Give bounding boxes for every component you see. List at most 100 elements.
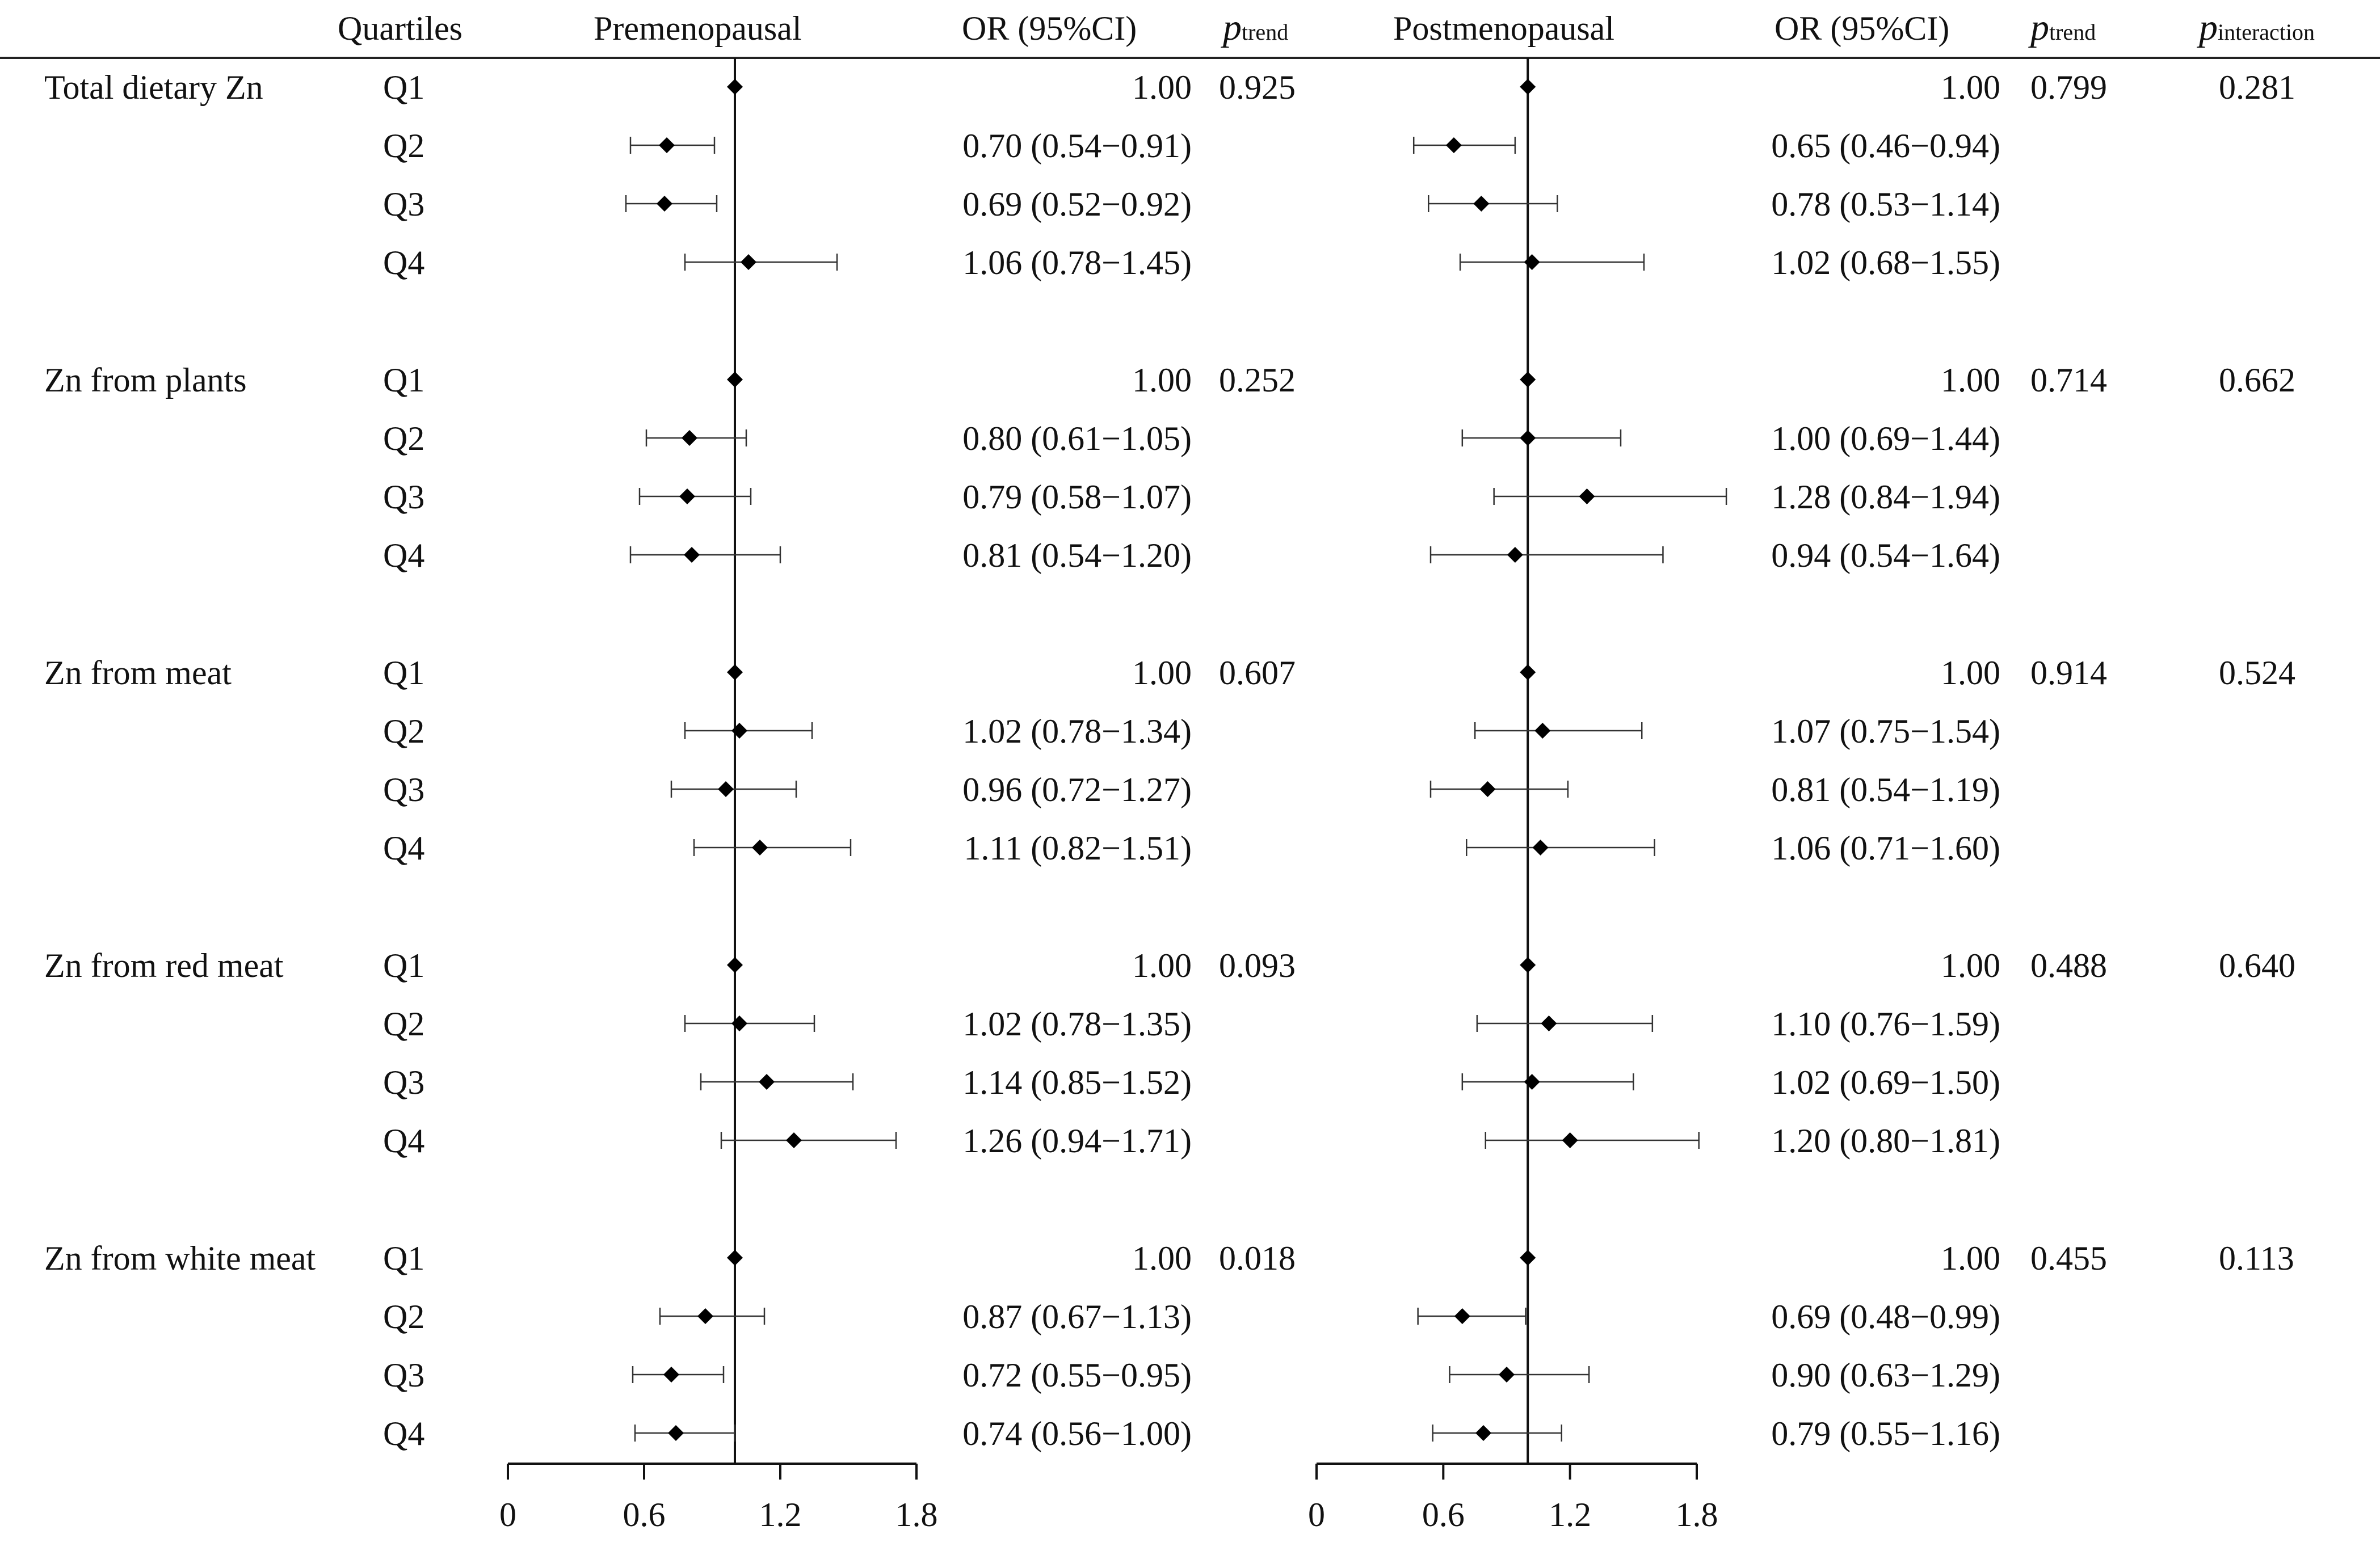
pre-or-ci-text: 1.26 (0.94−1.71) [962, 1122, 1192, 1160]
header-quartiles: Quartiles [338, 10, 462, 47]
post-or-ci-text: 0.69 (0.48−0.99) [1771, 1298, 2000, 1335]
header-row: Quartiles Premenopausal OR (95%CI) ptren… [338, 7, 2315, 48]
pre-or-ci-text: 1.11 (0.82−1.51) [964, 829, 1192, 867]
p-trend-post-symbol: p [2028, 7, 2049, 48]
post-or-ci-text: 1.00 [1941, 69, 2000, 106]
pre-or-point [727, 372, 743, 387]
post-or-ci-text: 1.00 [1941, 947, 2000, 984]
p-interaction-subscript: interaction [2218, 19, 2315, 45]
quartile-label: Q1 [383, 654, 424, 692]
pre-or-point [727, 957, 743, 973]
group-label: Zn from plants [44, 361, 247, 399]
pre-or-point [684, 547, 700, 563]
post-or-ci-text: 1.10 (0.76−1.59) [1771, 1005, 2000, 1043]
quartile-label: Q3 [383, 478, 424, 516]
post-or-ci-text: 1.06 (0.71−1.60) [1771, 829, 2000, 867]
post-or-point [1532, 840, 1549, 856]
pre-or-ci-text: 1.14 (0.85−1.52) [962, 1064, 1192, 1101]
pre-or-ci-text: 0.69 (0.52−0.92) [962, 186, 1192, 223]
p-trend-post-value: 0.914 [2030, 654, 2107, 692]
post-or-ci-text: 0.78 (0.53−1.14) [1771, 186, 2000, 223]
quartile-label: Q2 [383, 713, 424, 750]
group-label: Zn from red meat [44, 947, 284, 984]
quartile-label: Q4 [383, 829, 424, 867]
pre-or-point [741, 254, 756, 270]
post-or-point [1534, 723, 1551, 739]
post-or-point [1507, 547, 1523, 563]
quartile-label: Q4 [383, 244, 424, 281]
post-or-ci-text: 0.94 (0.54−1.64) [1771, 537, 2000, 574]
pre-or-ci-text: 1.00 [1132, 947, 1192, 984]
post-or-ci-text: 1.28 (0.84−1.94) [1771, 478, 2000, 516]
pre-or-point [668, 1425, 684, 1441]
header-p-trend-pre: ptrend [1221, 7, 1288, 48]
p-interaction-value: 0.281 [2219, 69, 2295, 106]
post-or-ci-text: 1.00 [1941, 361, 2000, 399]
post-or-point [1520, 372, 1536, 387]
group-label: Total dietary Zn [44, 69, 263, 106]
pre-or-ci-text: 0.79 (0.58−1.07) [962, 478, 1192, 516]
post-x-tick-label: 1.2 [1549, 1496, 1591, 1533]
p-interaction-value: 0.662 [2219, 361, 2295, 399]
p-trend-post-value: 0.488 [2030, 947, 2107, 984]
pre-or-ci-text: 1.00 [1132, 69, 1192, 106]
post-or-ci-text: 1.00 (0.69−1.44) [1771, 420, 2000, 457]
quartile-label: Q1 [383, 1240, 424, 1277]
pre-or-ci-text: 0.74 (0.56−1.00) [962, 1415, 1192, 1452]
quartile-label: Q3 [383, 771, 424, 808]
post-or-ci-text: 0.90 (0.63−1.29) [1771, 1356, 2000, 1394]
quartile-label: Q2 [383, 420, 424, 457]
post-or-ci-text: 1.02 (0.69−1.50) [1771, 1064, 2000, 1101]
premenopausal-forest-panel: 0 0.6 1.2 1.8 [499, 58, 938, 1533]
header-or-ci-post: OR (95%CI) [1775, 10, 1949, 47]
p-interaction-value: 0.524 [2219, 654, 2295, 692]
pre-or-ci-text: 0.70 (0.54−0.91) [962, 127, 1192, 165]
header-p-interaction: pinteraction [2197, 7, 2315, 48]
postmenopausal-forest-panel: 0 0.6 1.2 1.8 [1308, 58, 1727, 1533]
post-or-point [1579, 488, 1595, 504]
quartile-label: Q3 [383, 1356, 424, 1394]
pre-or-ci-text: 0.96 (0.72−1.27) [962, 771, 1192, 808]
p-trend-pre-value: 0.018 [1219, 1240, 1296, 1277]
pre-x-tick-label: 1.2 [759, 1496, 802, 1533]
post-or-ci-text: 1.02 (0.68−1.55) [1771, 244, 2000, 281]
post-or-point [1445, 137, 1462, 153]
pre-or-point [731, 723, 747, 739]
quartile-label: Q2 [383, 1298, 424, 1335]
post-x-tick-label: 0 [1308, 1496, 1325, 1533]
pre-or-point [786, 1132, 802, 1148]
quartile-label: Q3 [383, 186, 424, 223]
quartile-label: Q4 [383, 537, 424, 574]
pre-or-point [727, 664, 743, 680]
post-or-point [1520, 430, 1536, 446]
header-or-ci-pre: OR (95%CI) [962, 10, 1137, 47]
post-or-point [1475, 1425, 1492, 1441]
pre-or-ci-text: 1.02 (0.78−1.34) [962, 713, 1192, 750]
quartile-label: Q1 [383, 947, 424, 984]
quartile-label: Q2 [383, 127, 424, 165]
p-trend-pre-value: 0.093 [1219, 947, 1296, 984]
pre-x-tick-label: 0.6 [623, 1496, 666, 1533]
p-trend-post-subscript: trend [2049, 19, 2096, 45]
post-or-point [1562, 1132, 1578, 1148]
pre-or-ci-text: 0.87 (0.67−1.13) [962, 1298, 1192, 1335]
quartile-label: Q4 [383, 1122, 424, 1160]
p-trend-pre-symbol: p [1221, 7, 1242, 48]
group-label: Zn from white meat [44, 1240, 316, 1277]
pre-or-point [659, 137, 675, 153]
pre-or-point [663, 1367, 679, 1383]
post-or-point [1541, 1015, 1557, 1031]
header-postmenopausal: Postmenopausal [1393, 10, 1614, 47]
quartile-label: Q3 [383, 1064, 424, 1101]
pre-or-point [727, 1250, 743, 1266]
pre-x-tick-label: 1.8 [895, 1496, 938, 1533]
pre-or-point [697, 1308, 713, 1324]
post-or-point [1454, 1308, 1470, 1324]
pre-or-point [682, 430, 697, 446]
post-x-tick-label: 0.6 [1422, 1496, 1465, 1533]
quartile-label: Q4 [383, 1415, 424, 1452]
p-interaction-symbol: p [2197, 7, 2218, 48]
pre-or-ci-text: 1.00 [1132, 654, 1192, 692]
p-trend-post-value: 0.714 [2030, 361, 2107, 399]
